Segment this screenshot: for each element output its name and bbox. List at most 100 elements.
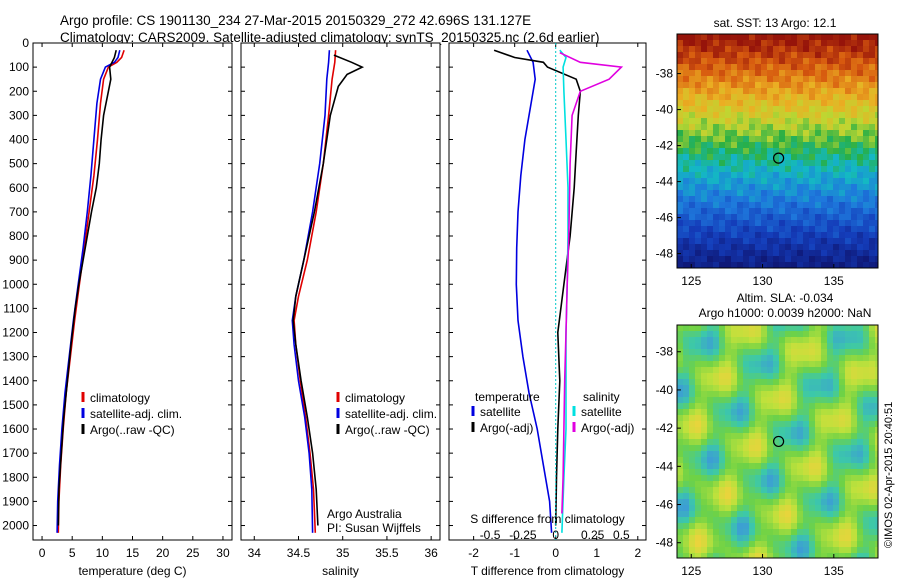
sst-map-cell (719, 40, 725, 46)
sla-map-cell (677, 391, 683, 397)
sst-map-cell (701, 154, 707, 160)
sst-map-cell (725, 136, 731, 142)
sst-map-cell (737, 160, 743, 166)
sst-map-cell (839, 262, 845, 268)
sla-map-cell (773, 349, 779, 355)
sla-map-cell (833, 427, 839, 433)
sla-map-cell (827, 343, 833, 349)
sla-map-cell (857, 397, 863, 403)
sla-map-cell (791, 535, 797, 541)
sst-map-cell (767, 190, 773, 196)
sla-map-cell (713, 445, 719, 451)
sst-map-cell (773, 148, 779, 154)
depth-tick-label: 700 (9, 205, 29, 219)
sla-map-cell (875, 331, 878, 337)
sla-map-cell (737, 331, 743, 337)
sst-map-cell (791, 94, 797, 100)
sst-map-cell (737, 34, 743, 40)
sla-map-cell (809, 433, 815, 439)
sst-map-cell (815, 178, 821, 184)
sst-map-cell (785, 244, 791, 250)
sla-map-cell (791, 523, 797, 529)
sla-map-cell (749, 493, 755, 499)
sla-map-cell (773, 409, 779, 415)
sst-map-cell (791, 118, 797, 124)
sla-map-cell (839, 373, 845, 379)
sla-map-cell (845, 409, 851, 415)
sla-map-cell (845, 511, 851, 517)
sst-map-cell (725, 190, 731, 196)
sst-map-cell (713, 262, 719, 268)
sla-map-cell (683, 433, 689, 439)
sst-map-cell (743, 244, 749, 250)
sst-map-cell (851, 112, 857, 118)
sla-map-cell (851, 403, 857, 409)
sst-map-cell (683, 226, 689, 232)
sst-map-cell (797, 82, 803, 88)
sla-map-cell (851, 325, 857, 331)
sst-map-cell (683, 52, 689, 58)
sst-map-cell (833, 106, 839, 112)
sst-map-cell (833, 124, 839, 130)
sla-map-heatmap-cells (677, 325, 878, 558)
sst-map-cell (821, 262, 827, 268)
sst-map-cell (821, 250, 827, 256)
sst-map-cell (743, 166, 749, 172)
sst-map-cell (857, 130, 863, 136)
sst-map-cell (857, 148, 863, 154)
sla-map-cell (827, 511, 833, 517)
sla-map-cell (791, 421, 797, 427)
sla-map-cell (797, 337, 803, 343)
sst-map-cell (815, 196, 821, 202)
sla-map-cell (737, 385, 743, 391)
sla-map-cell (773, 469, 779, 475)
sla-map-cell (869, 343, 875, 349)
sst-map-cell (809, 214, 815, 220)
sst-map-cell (701, 226, 707, 232)
depth-tick-label: 1800 (2, 470, 29, 484)
sla-map-cell (707, 529, 713, 535)
sst-map-cell (797, 208, 803, 214)
sla-map-cell (803, 379, 809, 385)
sla-map-cell (779, 433, 785, 439)
sla-map-cell (743, 421, 749, 427)
sst-map-cell (683, 58, 689, 64)
sla-map-cell (773, 481, 779, 487)
sst-map-cell (713, 190, 719, 196)
sla-map-cell (803, 367, 809, 373)
sla-map-cell (857, 457, 863, 463)
sla-map-cell (797, 445, 803, 451)
sla-map-cell (743, 517, 749, 523)
sla-map-cell (845, 427, 851, 433)
sst-map-cell (767, 238, 773, 244)
sla-map-cell (731, 337, 737, 343)
sst-map-cell (731, 148, 737, 154)
sla-map-cell (719, 517, 725, 523)
sst-map-cell (767, 172, 773, 178)
sst-map-cell (731, 94, 737, 100)
sla-map-cell (869, 511, 875, 517)
sst-map-cell (719, 166, 725, 172)
sla-map-cell (809, 367, 815, 373)
sla-map-cell (707, 409, 713, 415)
sla-map-cell (869, 523, 875, 529)
sst-map-cell (731, 58, 737, 64)
sst-map-cell (839, 148, 845, 154)
sla-map-cell (803, 493, 809, 499)
sst-map-cell (773, 76, 779, 82)
sla-map-cell (815, 511, 821, 517)
sst-map-cell (797, 256, 803, 262)
sla-map-cell (791, 439, 797, 445)
sla-map-cell (725, 547, 731, 553)
sst-map-cell (797, 214, 803, 220)
sst-map-cell (839, 82, 845, 88)
sla-map-cell (809, 379, 815, 385)
sst-map-cell (803, 94, 809, 100)
sla-map-cell (851, 439, 857, 445)
sst-map-cell (827, 148, 833, 154)
sst-map-cell (797, 262, 803, 268)
sst-map-cell (821, 52, 827, 58)
sst-map-cell (773, 202, 779, 208)
sst-map-cell (719, 88, 725, 94)
sst-map-cell (827, 46, 833, 52)
